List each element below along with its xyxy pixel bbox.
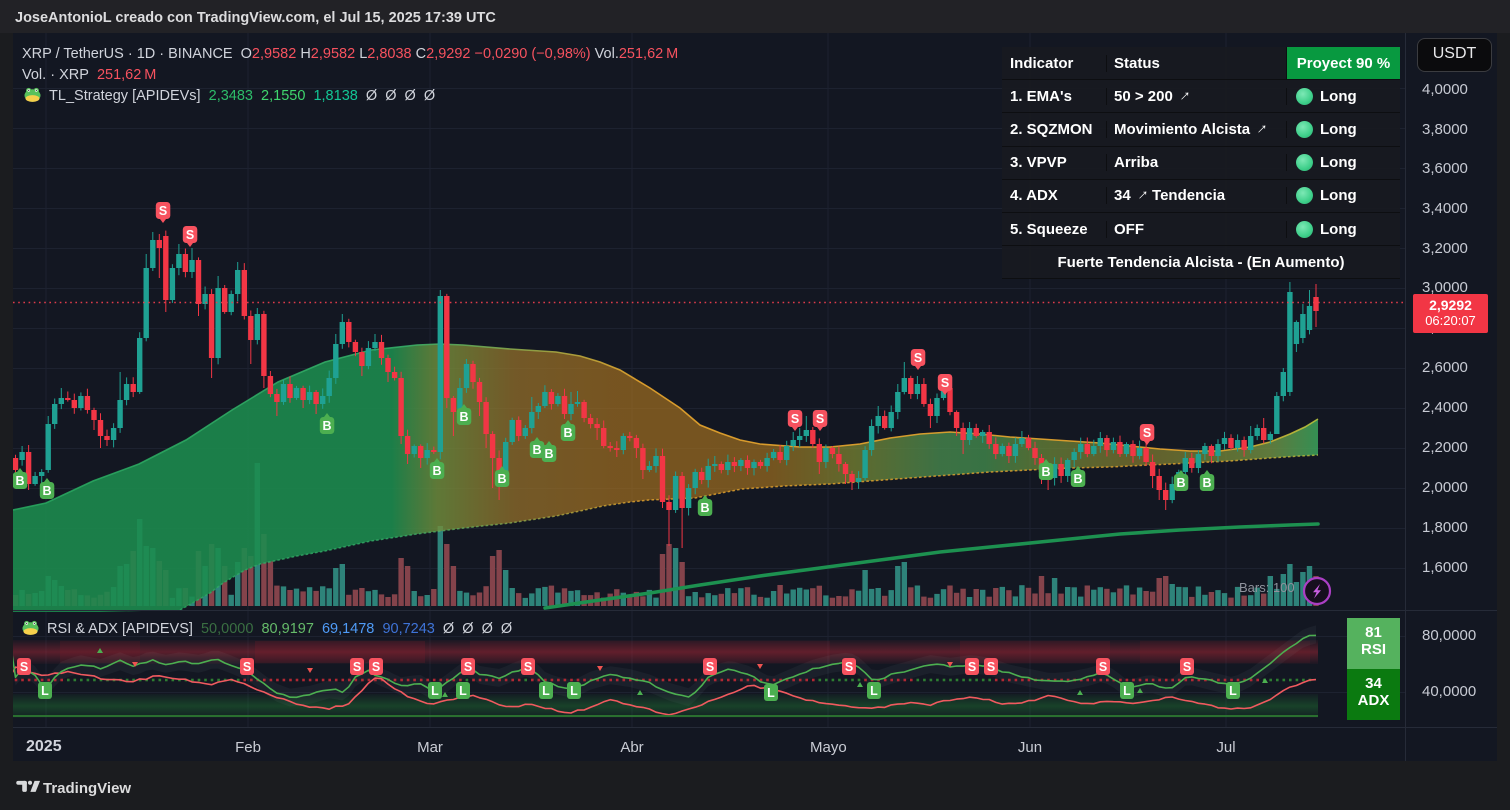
svg-text:L: L <box>870 684 878 698</box>
svg-text:B: B <box>1041 465 1050 479</box>
svg-text:L: L <box>459 684 467 698</box>
svg-text:B: B <box>432 464 441 478</box>
svg-text:B: B <box>700 501 709 515</box>
svg-text:S: S <box>20 660 28 674</box>
svg-text:B: B <box>15 474 24 488</box>
svg-text:S: S <box>186 228 194 242</box>
svg-text:S: S <box>845 660 853 674</box>
svg-text:S: S <box>816 412 824 426</box>
svg-text:L: L <box>570 684 578 698</box>
svg-text:S: S <box>464 660 472 674</box>
svg-text:B: B <box>42 484 51 498</box>
svg-text:B: B <box>459 410 468 424</box>
svg-text:S: S <box>524 660 532 674</box>
svg-text:S: S <box>987 660 995 674</box>
svg-text:S: S <box>372 660 380 674</box>
svg-text:B: B <box>544 447 553 461</box>
svg-text:L: L <box>41 684 49 698</box>
svg-text:B: B <box>497 472 506 486</box>
svg-text:L: L <box>1123 684 1131 698</box>
svg-text:S: S <box>1099 660 1107 674</box>
svg-text:S: S <box>914 351 922 365</box>
svg-text:B: B <box>1176 476 1185 490</box>
svg-text:S: S <box>791 412 799 426</box>
svg-text:B: B <box>322 419 331 433</box>
svg-text:B: B <box>1073 472 1082 486</box>
svg-text:L: L <box>542 684 550 698</box>
svg-text:S: S <box>1143 426 1151 440</box>
svg-text:B: B <box>532 443 541 457</box>
svg-text:B: B <box>563 426 572 440</box>
svg-text:S: S <box>243 660 251 674</box>
svg-text:S: S <box>1183 660 1191 674</box>
svg-text:S: S <box>941 376 949 390</box>
svg-text:S: S <box>968 660 976 674</box>
svg-text:Bars: 100: Bars: 100 <box>1239 580 1295 595</box>
svg-text:S: S <box>159 204 167 218</box>
svg-text:L: L <box>1229 684 1237 698</box>
svg-text:B: B <box>1202 476 1211 490</box>
svg-text:S: S <box>706 660 714 674</box>
svg-text:L: L <box>431 684 439 698</box>
svg-text:L: L <box>767 686 775 700</box>
svg-text:S: S <box>353 660 361 674</box>
